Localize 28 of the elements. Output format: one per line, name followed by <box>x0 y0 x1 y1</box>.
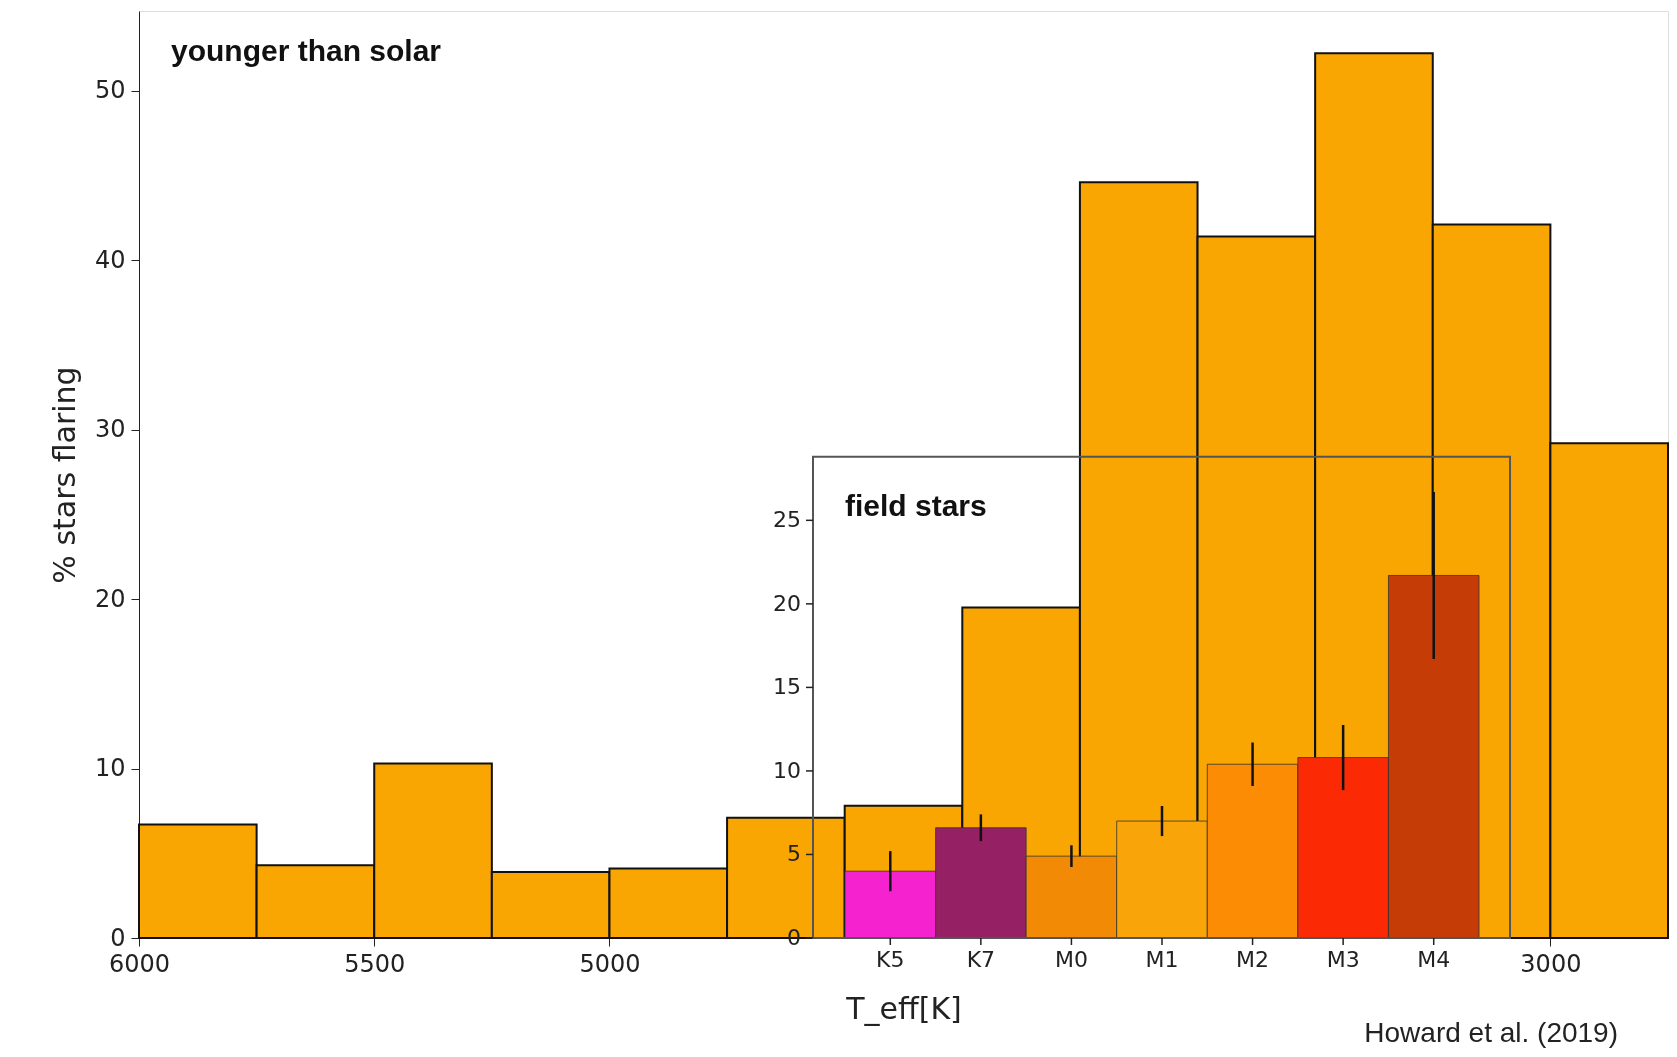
x-axis-title: T_eff[K] <box>845 990 962 1026</box>
y-tick-label: 5 <box>787 841 801 867</box>
y-tick-label: 0 <box>110 923 126 952</box>
y-tick-label: 20 <box>94 584 126 613</box>
y-tick-label: 25 <box>773 507 801 533</box>
y-tick-label: 30 <box>94 415 126 444</box>
x-tick-label: M3 <box>1326 947 1360 972</box>
x-tick-label: 3000 <box>1520 949 1582 978</box>
y-axis-title: % stars flaring <box>46 366 82 584</box>
x-tick-label: 5500 <box>344 949 406 978</box>
y-tick-label: 10 <box>773 757 801 783</box>
y-tick-label: 50 <box>94 76 126 105</box>
y-tick-label: 10 <box>94 754 126 783</box>
x-tick-label: M0 <box>1054 947 1088 972</box>
y-tick-label: 0 <box>787 925 801 950</box>
y-tick-label: 15 <box>773 674 801 700</box>
x-tick-label: M2 <box>1236 947 1270 972</box>
y-tick-label: 40 <box>94 245 126 274</box>
x-tick-label: M1 <box>1145 947 1179 972</box>
x-tick-label: 6000 <box>108 949 171 978</box>
x-tick-label: 5000 <box>579 949 641 978</box>
text: Howard et al. (2019) <box>1364 1017 1618 1048</box>
x-tick-label: M4 <box>1417 947 1451 972</box>
y-tick-label: 20 <box>773 590 801 616</box>
text: younger than solar <box>171 34 442 67</box>
text: field stars <box>845 488 987 522</box>
x-tick-label: K5 <box>876 947 905 972</box>
x-tick-label: K7 <box>966 947 996 972</box>
